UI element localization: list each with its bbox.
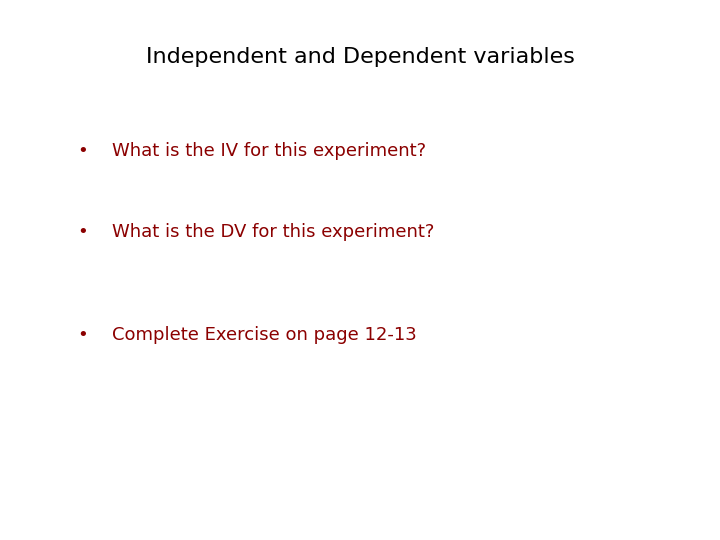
- Text: What is the IV for this experiment?: What is the IV for this experiment?: [112, 142, 426, 160]
- Text: •: •: [78, 326, 88, 344]
- Text: •: •: [78, 223, 88, 241]
- Text: •: •: [78, 142, 88, 160]
- Text: Independent and Dependent variables: Independent and Dependent variables: [145, 46, 575, 67]
- Text: Complete Exercise on page 12-13: Complete Exercise on page 12-13: [112, 326, 416, 344]
- Text: What is the DV for this experiment?: What is the DV for this experiment?: [112, 223, 434, 241]
